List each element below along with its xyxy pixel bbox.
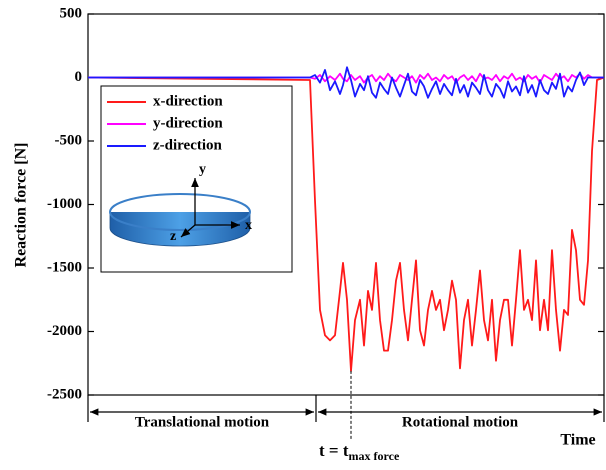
legend-label: x-direction bbox=[153, 93, 223, 109]
legend-label: y-direction bbox=[153, 115, 223, 131]
motion-bar: Translational motion Rotational motion bbox=[87, 395, 605, 430]
max-force-label: t = tmax force bbox=[319, 441, 400, 463]
phase-label: Rotational motion bbox=[402, 414, 519, 430]
inset-axis-label: x bbox=[245, 218, 252, 233]
max-force-label-sub: max force bbox=[349, 449, 400, 463]
y-tick-label: -2500 bbox=[47, 386, 82, 402]
legend-label: z-direction bbox=[153, 137, 223, 153]
y-tick-label: -1000 bbox=[47, 196, 82, 212]
inset-axis-label: z bbox=[170, 229, 176, 244]
x-axis-label: Time bbox=[560, 432, 595, 449]
series-line bbox=[87, 76, 605, 372]
inset-axis-label: y bbox=[199, 162, 206, 177]
ring-inset: x y z bbox=[109, 162, 252, 247]
series-line bbox=[88, 66, 604, 99]
phase-label: Translational motion bbox=[135, 414, 270, 430]
y-tick-label: 500 bbox=[60, 5, 83, 21]
legend: x y z x-direction y-direction z-direction bbox=[100, 85, 293, 273]
ring-rim bbox=[109, 193, 251, 231]
axis-arrow bbox=[180, 224, 196, 238]
max-force-label-main: t = t bbox=[319, 441, 349, 460]
y-axis-label: Reaction force [N] bbox=[13, 143, 30, 268]
y-tick-label: -500 bbox=[55, 132, 83, 148]
y-tick-label: -2000 bbox=[47, 323, 82, 339]
y-tick-label: 0 bbox=[75, 69, 83, 85]
y-tick-label: -1500 bbox=[47, 259, 82, 275]
